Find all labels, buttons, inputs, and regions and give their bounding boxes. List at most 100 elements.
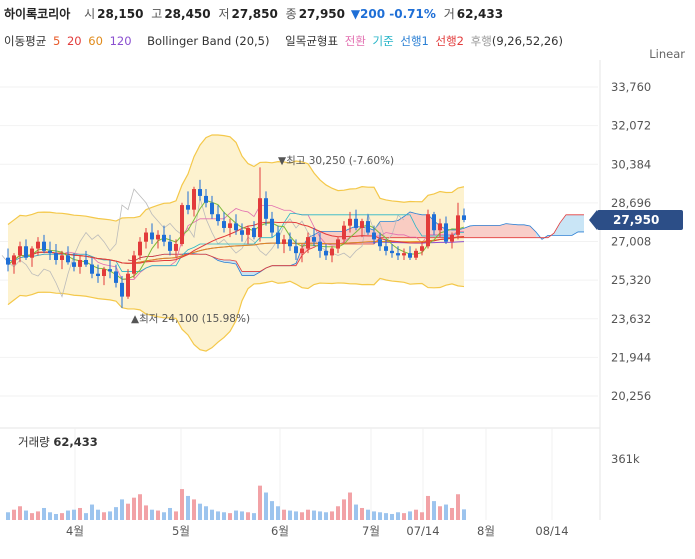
candle-body (96, 273, 100, 277)
candle-body (138, 241, 142, 256)
candle-body (240, 230, 244, 235)
volume-bar (204, 506, 208, 520)
indicator-legend: 이동평균 5 20 60 120 Bollinger Band (20,5) 일… (4, 33, 566, 49)
candle-body (438, 223, 442, 231)
volume-bar (210, 509, 214, 520)
candle-body (402, 253, 406, 256)
candle-body (408, 253, 412, 258)
candle-body (66, 255, 70, 263)
candle-body (456, 215, 460, 235)
volume-bar (228, 513, 232, 520)
candle-body (162, 234, 166, 242)
volume-bar (462, 509, 466, 520)
volume-bar (150, 509, 154, 520)
ichimoku-lagging-line (1, 188, 405, 298)
volume-bar (246, 512, 250, 520)
candle-body (432, 214, 436, 231)
volume-bar (84, 513, 88, 520)
volume-bar (438, 506, 442, 520)
volume-bar (342, 499, 346, 520)
y-tick-label: 21,944 (611, 350, 651, 364)
candle-body (288, 239, 292, 247)
volume-bar (126, 503, 130, 520)
ichimoku-cloud-segment (506, 223, 512, 238)
ma-5: 5 (52, 34, 61, 48)
candle-body (150, 232, 154, 240)
candle-body (90, 264, 94, 274)
ichimoku-cloud-segment (470, 225, 476, 238)
ichimoku-legend-label[interactable]: 일목균형표 (285, 34, 339, 48)
ichimoku-cloud-segment (392, 220, 398, 238)
volume-bar (330, 511, 334, 520)
volume-label: 거 (443, 7, 455, 21)
volume-bar (78, 507, 82, 520)
volume-bar (42, 507, 46, 520)
candle-body (36, 241, 40, 249)
candle-body (282, 239, 286, 244)
candle-body (12, 255, 16, 265)
volume-bar (414, 509, 418, 520)
ichimoku-cloud-segment (572, 214, 578, 236)
candle-body (108, 269, 112, 272)
volume-bar (336, 506, 340, 520)
bollinger-legend[interactable]: Bollinger Band (20,5) (147, 34, 270, 48)
candle-body (264, 198, 268, 219)
candle-body (234, 223, 238, 231)
x-tick-label: 5월 (172, 524, 190, 538)
volume-bar (186, 495, 190, 520)
bollinger-upper-line (7, 134, 465, 225)
volume-bar (108, 511, 112, 520)
volume-bar (144, 505, 148, 520)
candle-body (144, 232, 148, 242)
y-tick-label: 32,072 (611, 119, 651, 133)
candle-body (174, 243, 178, 251)
volume-bar (240, 511, 244, 520)
low-value: 27,850 (231, 7, 278, 21)
volume-bar (252, 513, 256, 520)
volume-bar (282, 509, 286, 520)
candle-body (18, 246, 22, 256)
volume-bar (162, 512, 166, 520)
scale-toggle[interactable]: Linear (649, 47, 685, 61)
candle-body (270, 218, 274, 233)
volume-value: 62,433 (456, 7, 504, 21)
ichimoku-cloud-segment (566, 214, 572, 236)
volume-bar (30, 513, 34, 520)
y-tick-label: 30,384 (611, 157, 651, 171)
volume-bar (372, 511, 376, 520)
low-label: 저 (218, 7, 230, 21)
candle-body (24, 246, 28, 258)
ichimoku-cloud-segment (482, 225, 488, 238)
volume-bar (402, 513, 406, 520)
open-value: 28,150 (97, 7, 144, 21)
candle-body (30, 248, 34, 258)
candle-body (372, 232, 376, 240)
ichimoku-lagging: 후행 (470, 34, 492, 48)
high-annotation: ▼최고 30,250 (-7.60%) (278, 155, 394, 167)
ma-120: 120 (109, 34, 132, 48)
ma-legend-label[interactable]: 이동평균 (4, 34, 47, 48)
candle-body (450, 234, 454, 242)
volume-bar (408, 511, 412, 520)
candle-body (294, 246, 298, 254)
candle-body (462, 215, 466, 220)
quote-header: 하이록코리아 시 28,150 고 28,450 저 27,850 종 27,950 ▼… (4, 5, 503, 22)
candle-body (384, 246, 388, 251)
candle-body (366, 221, 370, 233)
ichimoku-cloud-segment (524, 224, 530, 238)
candle-body (204, 195, 208, 203)
volume-bar (384, 513, 388, 520)
y-tick-label: 27,008 (611, 235, 651, 249)
volume-bar (426, 495, 430, 520)
candle-body (78, 259, 82, 267)
volume-bar (456, 494, 460, 520)
volume-bar (36, 511, 40, 520)
candle-body (324, 250, 328, 256)
volume-bar (132, 497, 136, 520)
volume-bar (180, 489, 184, 520)
candle-body (306, 237, 310, 249)
candle-body (192, 189, 196, 210)
y-tick-label: 23,632 (611, 312, 651, 326)
volume-bar (114, 507, 118, 520)
